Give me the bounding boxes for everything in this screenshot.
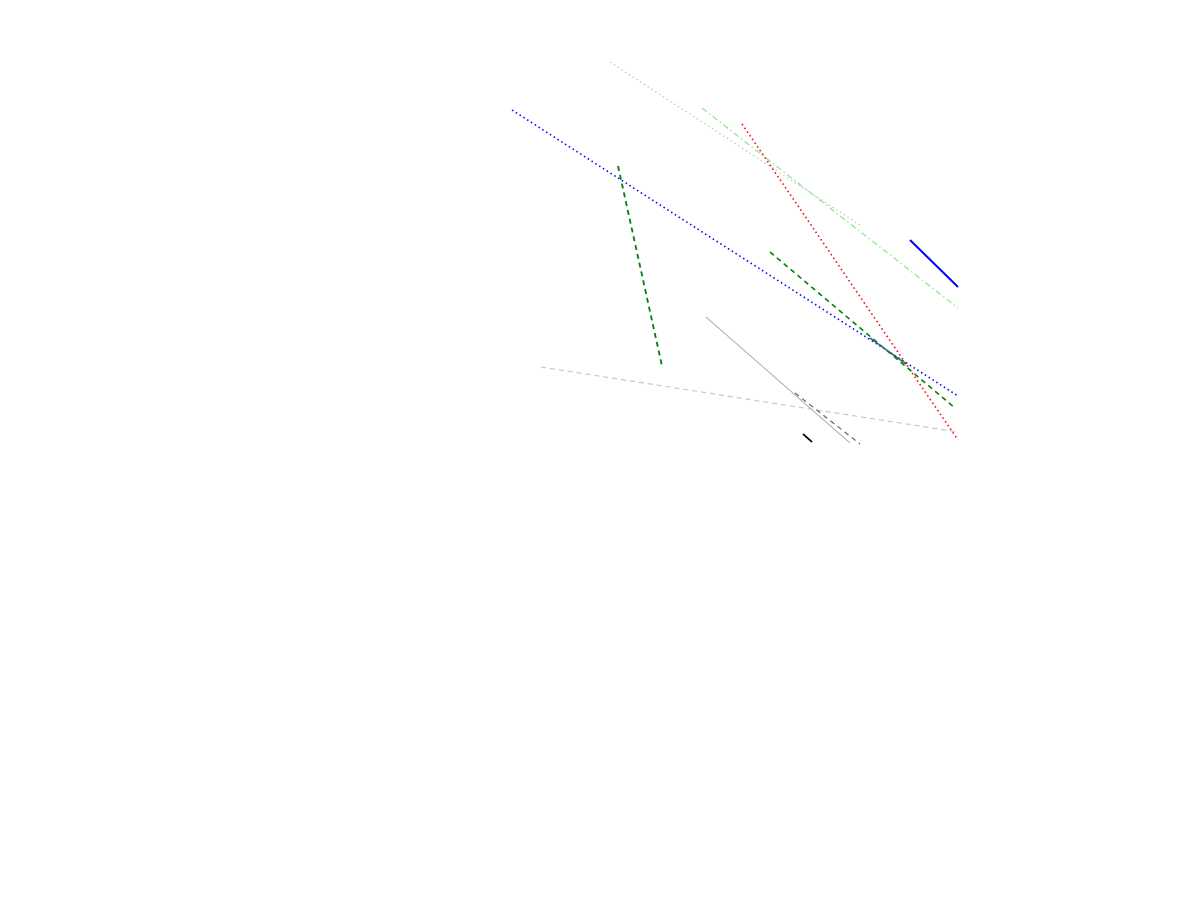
strokes-layer <box>511 61 959 445</box>
blue-solid-line <box>909 239 959 288</box>
red-dotted-line <box>741 123 959 441</box>
teal-short-line <box>869 337 907 365</box>
silver-dotted-line <box>609 61 861 226</box>
gray-dashed-line <box>540 366 959 433</box>
lightgreen-dashdot-line <box>701 107 959 309</box>
gray-thin-line <box>705 316 851 444</box>
darkgray-dashed-line <box>794 392 861 445</box>
black-short-line <box>802 433 813 443</box>
green-dashed-long-line <box>617 165 663 367</box>
green-dashed-short-line <box>769 251 956 409</box>
